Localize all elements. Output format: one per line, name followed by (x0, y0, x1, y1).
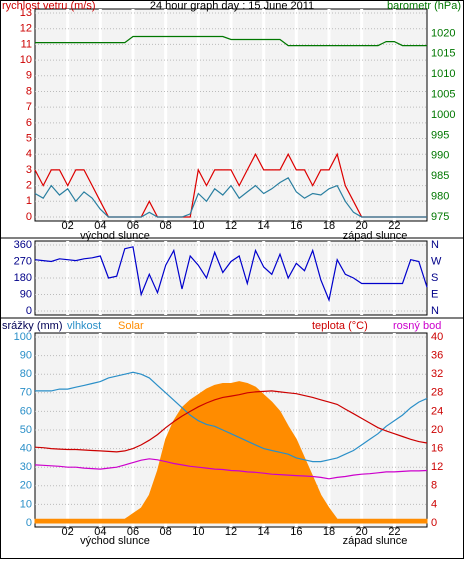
x-tick-label: 10 (192, 526, 204, 538)
x-tick-label: 12 (225, 220, 237, 232)
area (34, 381, 428, 524)
y2-tick-label: 975 (431, 211, 449, 223)
line (34, 176, 427, 218)
y2-tick-label: 36 (431, 350, 443, 362)
x-tick-label: 14 (258, 220, 270, 232)
x-tick-label: 10 (192, 220, 204, 232)
y2-tick-label: 1020 (431, 27, 455, 39)
y-tick-label: 180 (14, 272, 32, 284)
y-tick-label: 70 (20, 387, 32, 399)
y2-tick-label: 32 (431, 368, 443, 380)
y-tick-label: 12 (20, 23, 32, 35)
x-tick-label: 16 (290, 220, 302, 232)
y-tick-label: 0 (26, 517, 32, 529)
chart-title: 24 hour graph day : 15 June 2011 (150, 0, 314, 12)
y2-tick-label: W (431, 255, 442, 267)
y2-tick-label: 28 (431, 387, 443, 399)
y2-tick-label: 1010 (431, 68, 455, 80)
x-tick-label: 02 (62, 526, 74, 538)
y-tick-label: 5 (26, 132, 32, 144)
line (35, 371, 428, 463)
y2-tick-label: 980 (431, 191, 449, 203)
y-tick-label: 10 (20, 498, 32, 510)
y2-tick-label: 4 (431, 498, 437, 510)
y2-tick-label: 8 (431, 480, 437, 492)
annotation: západ slunce (343, 230, 408, 242)
y-tick-label: 1 (26, 195, 32, 207)
x-tick-label: 06 (127, 526, 139, 538)
y-tick-label: 30 (20, 461, 32, 473)
y2-tick-label: E (431, 288, 438, 300)
x-tick-label: 04 (94, 220, 106, 232)
x-tick-label: 12 (225, 526, 237, 538)
line (34, 458, 428, 480)
y-tick-label: 80 (20, 368, 32, 380)
y-tick-label: 40 (20, 443, 32, 455)
y2-tick-label: 16 (431, 443, 443, 455)
y-tick-label: 11 (21, 38, 32, 50)
annotation: západ slunce (343, 535, 408, 547)
y-tick-label: 60 (20, 405, 32, 417)
y-tick-label: 2 (26, 180, 32, 192)
y-tick-label: 0 (26, 305, 32, 317)
y-tick-label: 0 (26, 211, 32, 223)
y2-tick-label: 1000 (431, 109, 455, 121)
y-tick-label: 90 (20, 350, 32, 362)
x-tick-label: 02 (62, 220, 74, 232)
x-tick-label: 08 (160, 526, 172, 538)
x-tick-label: 06 (127, 220, 139, 232)
y2-tick-label: 0 (431, 517, 437, 529)
legend-entry: Solar (118, 320, 144, 332)
y2-tick-label: 1015 (431, 48, 455, 60)
x-tick-label: 20 (356, 220, 368, 232)
line (34, 390, 428, 453)
annotation: východ slunce (80, 230, 150, 242)
y-tick-label: 10 (20, 54, 32, 66)
x-tick-label: 18 (323, 220, 335, 232)
y-tick-label: 7 (26, 101, 32, 113)
y2-tick-label: N (431, 239, 439, 251)
y-tick-label: 90 (20, 288, 32, 300)
x-tick-label: 08 (160, 220, 172, 232)
y2-tick-label: 20 (431, 424, 443, 436)
legend-entry: rosný bod (393, 320, 441, 332)
y2-tick-label: 1005 (431, 89, 455, 101)
x-tick-label: 16 (290, 526, 302, 538)
x-tick-label: 22 (388, 220, 400, 232)
y2-tick-label: S (431, 272, 438, 284)
y-tick-label: 50 (20, 424, 32, 436)
y2-tick-label: 12 (431, 461, 443, 473)
line (34, 246, 428, 303)
y-tick-label: 3 (26, 164, 32, 176)
y-tick-label: 8 (26, 85, 32, 97)
y-axis-label: srážky (mm) (2, 320, 63, 332)
y-tick-label: 9 (26, 70, 32, 82)
x-tick-label: 22 (388, 526, 400, 538)
line (35, 35, 427, 47)
y-tick-label: 4 (26, 148, 32, 160)
y2-tick-label: N (431, 305, 439, 317)
y-tick-label: 6 (26, 117, 32, 129)
y-tick-label: 270 (14, 255, 32, 267)
y-tick-label: 13 (20, 7, 32, 19)
y-tick-label: 20 (20, 480, 32, 492)
y2-axis-label: barometr (hPa) (387, 0, 461, 12)
y2-tick-label: 40 (431, 331, 443, 343)
y2-tick-label: 985 (431, 170, 449, 182)
x-tick-label: 04 (94, 526, 106, 538)
legend-entry: vlhkost (67, 320, 101, 332)
y-tick-label: 100 (14, 331, 32, 343)
x-tick-label: 18 (323, 526, 335, 538)
y-axis-label: rychlost vetru (m/s) (2, 0, 96, 12)
x-tick-label: 14 (258, 526, 270, 538)
annotation: východ slunce (80, 535, 150, 547)
y2-tick-label: 990 (431, 150, 449, 162)
y-tick-label: 360 (14, 239, 32, 251)
legend-entry: teplota (°C) (312, 320, 368, 332)
x-tick-label: 20 (356, 526, 368, 538)
y2-tick-label: 24 (431, 405, 443, 417)
y2-tick-label: 995 (431, 129, 449, 141)
